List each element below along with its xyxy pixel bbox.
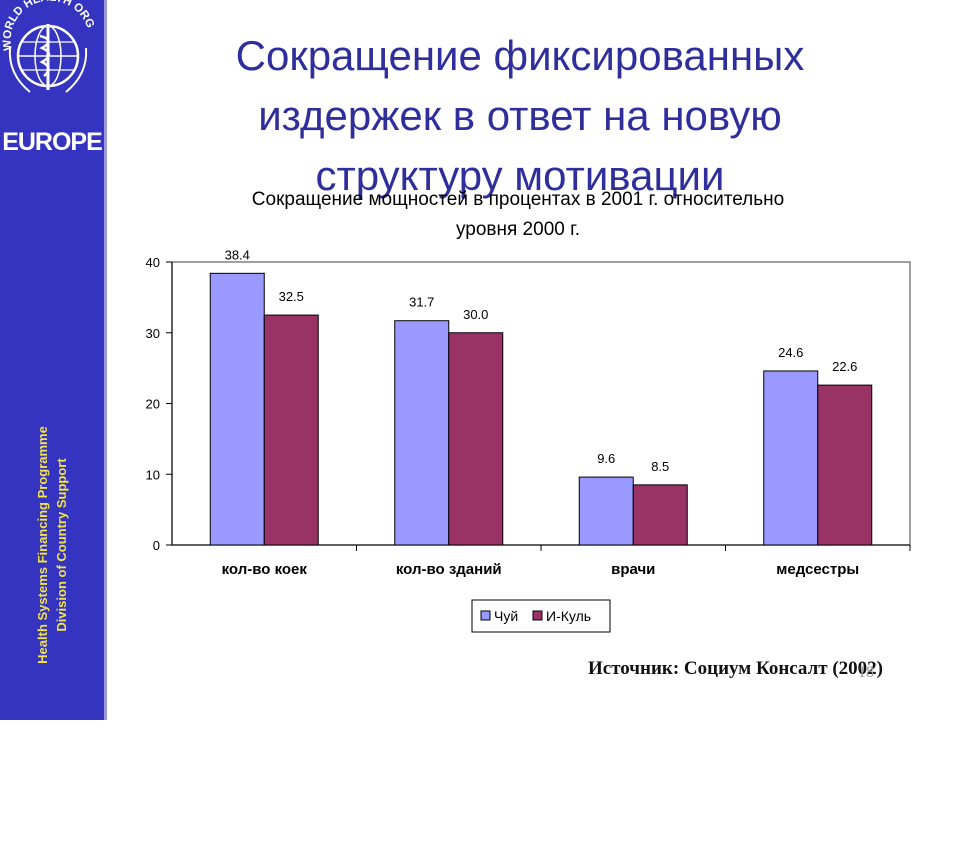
- x-tick-label: врачи: [611, 561, 655, 578]
- bar-series2: [448, 332, 504, 546]
- legend-label: Чуй: [494, 608, 518, 624]
- y-tick-label: 0: [153, 538, 160, 553]
- legend-box: [471, 599, 611, 633]
- data-label: 8.5: [651, 459, 669, 474]
- data-label: 30.0: [463, 307, 488, 322]
- region-label: EUROPE: [2, 128, 103, 156]
- data-label: 24.6: [778, 345, 803, 360]
- data-label: 38.4: [225, 247, 250, 262]
- programme-line-1: Health Systems Financing Programme: [35, 426, 50, 664]
- y-tick-label: 40: [146, 255, 160, 270]
- legend-swatch: [532, 610, 543, 621]
- x-tick-label: кол-во зданий: [396, 561, 502, 578]
- data-label: 32.5: [279, 289, 304, 304]
- y-tick-label: 10: [146, 467, 160, 482]
- programme-line-2: Division of Country Support: [54, 458, 69, 632]
- who-logo: WORLD HEALTH ORGANIZATION: [0, 0, 96, 93]
- globe-icon: [16, 24, 80, 90]
- page-number: 18: [858, 664, 874, 681]
- bar-series2: [263, 314, 319, 546]
- title-line-1: Сокращение фиксированных: [235, 32, 805, 79]
- bar-series1: [209, 272, 265, 546]
- bar-chart: Сокращение мощностей в процентах в 2001 …: [146, 189, 911, 633]
- bar-series1: [578, 476, 634, 546]
- data-label: 22.6: [832, 359, 857, 374]
- bar-series1: [394, 320, 450, 546]
- chart-title-line-1: Сокращение мощностей в процентах в 2001 …: [252, 189, 784, 210]
- data-label: 9.6: [597, 451, 615, 466]
- source-citation: Источник: Социум Консалт (2002): [588, 658, 884, 679]
- legend-swatch: [480, 610, 491, 621]
- chart-title-line-2: уровня 2000 г.: [456, 219, 580, 240]
- title-line-2: издержек в ответ на новую: [258, 92, 782, 139]
- x-tick-label: кол-во коек: [222, 561, 308, 578]
- x-tick-label: медсестры: [776, 561, 859, 578]
- slide-title: Сокращение фиксированных издержек в отве…: [150, 26, 890, 206]
- bar-series2: [632, 484, 688, 546]
- title-line-3: структуру мотивации: [315, 152, 725, 199]
- sidebar-edge: [104, 0, 107, 720]
- data-label: 31.7: [409, 295, 434, 310]
- bar-series1: [763, 370, 819, 546]
- laurel-icon: [8, 47, 88, 93]
- y-tick-label: 30: [146, 326, 160, 341]
- programme-label: Health Systems Financing Programme Divis…: [33, 225, 83, 865]
- sidebar: WORLD HEALTH ORGANIZATION EUROPE Health …: [0, 0, 104, 720]
- y-tick-label: 20: [146, 397, 160, 412]
- bar-series2: [817, 384, 873, 546]
- legend-label: И-Куль: [546, 608, 591, 624]
